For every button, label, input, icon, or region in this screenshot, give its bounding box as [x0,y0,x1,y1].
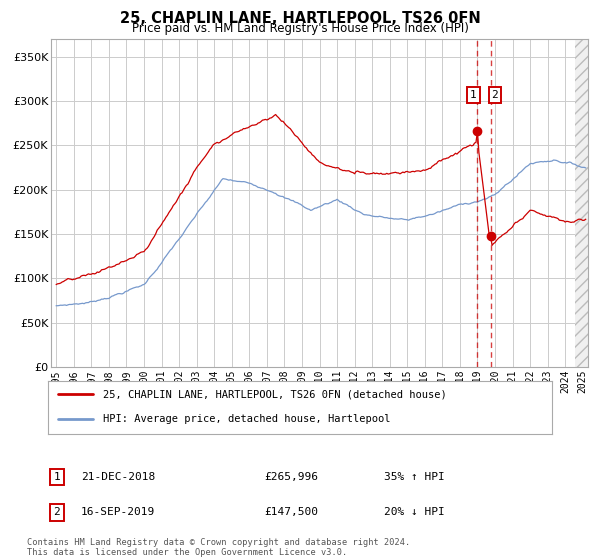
Text: 2: 2 [491,90,499,100]
Text: 25, CHAPLIN LANE, HARTLEPOOL, TS26 0FN: 25, CHAPLIN LANE, HARTLEPOOL, TS26 0FN [119,11,481,26]
Text: 20% ↓ HPI: 20% ↓ HPI [384,507,445,517]
Text: 1: 1 [470,90,476,100]
Text: £147,500: £147,500 [264,507,318,517]
Bar [575,39,597,367]
Text: Contains HM Land Registry data © Crown copyright and database right 2024.
This d: Contains HM Land Registry data © Crown c… [27,538,410,557]
Text: 21-DEC-2018: 21-DEC-2018 [81,472,155,482]
Text: 16-SEP-2019: 16-SEP-2019 [81,507,155,517]
Text: 2: 2 [53,507,61,517]
Text: 1: 1 [53,472,61,482]
Text: £265,996: £265,996 [264,472,318,482]
Text: 35% ↑ HPI: 35% ↑ HPI [384,472,445,482]
Text: Price paid vs. HM Land Registry's House Price Index (HPI): Price paid vs. HM Land Registry's House … [131,22,469,35]
Text: HPI: Average price, detached house, Hartlepool: HPI: Average price, detached house, Hart… [103,414,391,424]
Text: 25, CHAPLIN LANE, HARTLEPOOL, TS26 0FN (detached house): 25, CHAPLIN LANE, HARTLEPOOL, TS26 0FN (… [103,389,447,399]
